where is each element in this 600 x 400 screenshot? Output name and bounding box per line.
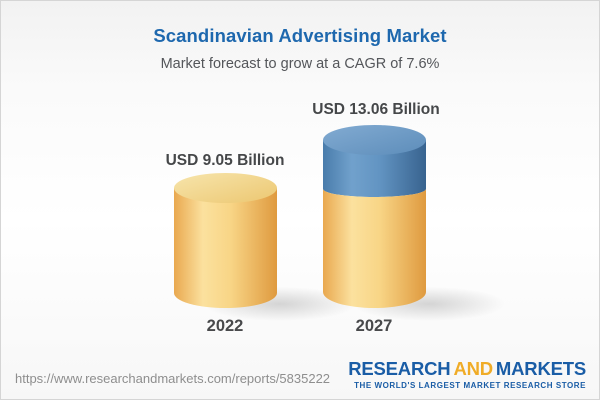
logo-tagline: THE WORLD'S LARGEST MARKET RESEARCH STOR… (354, 381, 586, 390)
chart-subtitle: Market forecast to grow at a CAGR of 7.6… (160, 56, 440, 72)
value-label-2022: USD 9.05 Billion (165, 152, 285, 169)
logo-word-research: RESEARCH (348, 357, 451, 379)
logo-wordmark: RESEARCH AND MARKETS (348, 357, 586, 379)
logo-word-markets: MARKETS (495, 357, 586, 379)
category-label-2022: 2022 (206, 317, 244, 335)
research-and-markets-logo: RESEARCH AND MARKETS THE WORLD'S LARGEST M… (348, 357, 586, 390)
cylinder-bar-2022 (174, 173, 277, 308)
value-label-2027: USD 13.06 Billion (312, 101, 440, 118)
report-url: https://www.researchandmarkets.com/repor… (15, 371, 331, 386)
logo-word-and: AND (453, 357, 493, 379)
cylinder-bar-2027 (323, 125, 426, 308)
category-label-2027: 2027 (355, 317, 393, 335)
chart-title: Scandinavian Advertising Market (153, 25, 447, 46)
